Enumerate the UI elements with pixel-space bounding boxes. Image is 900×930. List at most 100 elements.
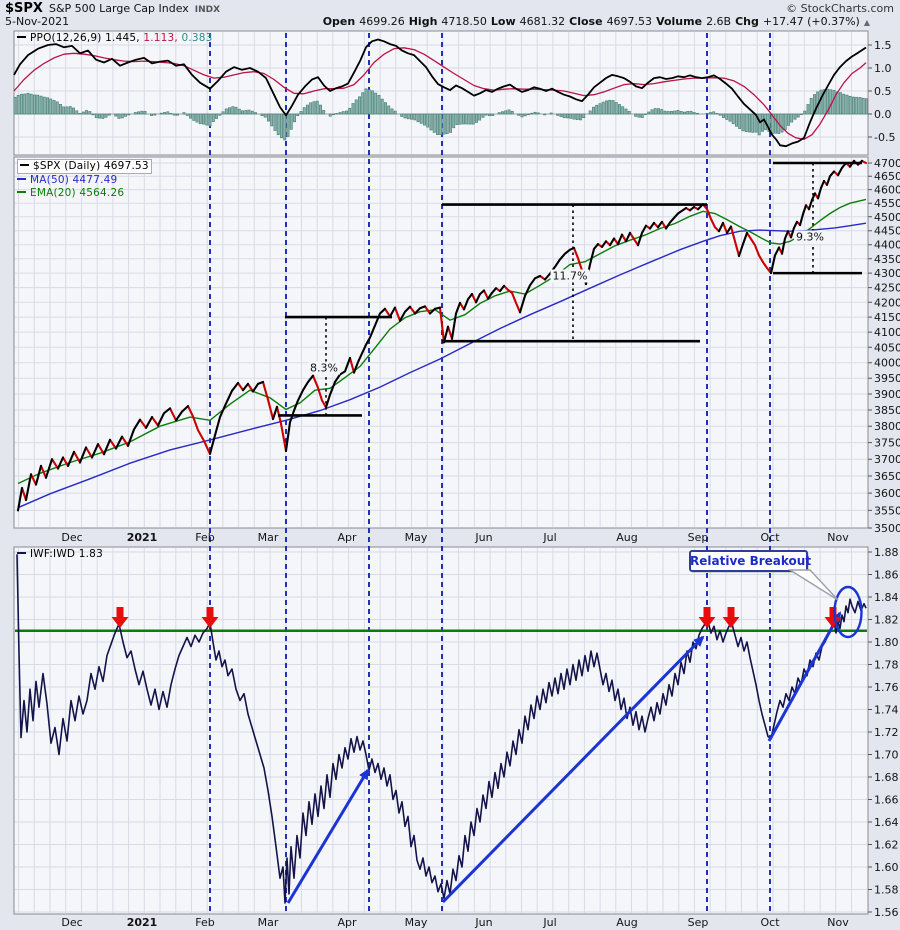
svg-text:1.5: 1.5: [874, 39, 892, 52]
close-label: Close: [569, 15, 603, 28]
svg-text:1.72: 1.72: [874, 726, 899, 739]
svg-text:4600: 4600: [874, 184, 900, 197]
svg-text:2021: 2021: [127, 531, 158, 544]
relative-breakout-callout: Relative Breakout: [690, 554, 812, 568]
chart-date: 5-Nov-2021: [5, 15, 70, 28]
svg-text:3500: 3500: [874, 522, 900, 535]
svg-text:Dec: Dec: [61, 916, 82, 929]
svg-text:May: May: [405, 531, 428, 544]
svg-text:1.74: 1.74: [874, 704, 899, 717]
svg-text:1.62: 1.62: [874, 839, 899, 852]
svg-text:1.78: 1.78: [874, 659, 899, 672]
ma50-legend-value: 4477.49: [72, 174, 118, 186]
ratio-legend-value: 1.83: [78, 548, 103, 560]
svg-text:4050: 4050: [874, 341, 900, 354]
svg-text:3550: 3550: [874, 504, 900, 517]
svg-text:1.82: 1.82: [874, 614, 899, 627]
svg-text:4650: 4650: [874, 170, 900, 183]
svg-text:-0.5: -0.5: [874, 131, 895, 144]
ratio-line-swatch: [17, 552, 26, 554]
svg-text:4200: 4200: [874, 296, 900, 309]
svg-text:3750: 3750: [874, 437, 900, 450]
svg-text:3600: 3600: [874, 487, 900, 500]
high-label: High: [408, 15, 438, 28]
svg-text:1.66: 1.66: [874, 794, 899, 807]
svg-text:4350: 4350: [874, 253, 900, 266]
ema20-legend-value: 4564.26: [79, 187, 125, 199]
header: $SPX S&P 500 Large Cap Index INDX © Stoc…: [5, 1, 894, 16]
ppo-legend: PPO(12,26,9) 1.445, 1.113, 0.383: [17, 32, 213, 45]
ppo-legend-label: PPO(12,26,9): [30, 32, 102, 44]
svg-text:Dec: Dec: [61, 531, 82, 544]
svg-text:4450: 4450: [874, 225, 900, 238]
ema20-legend-label: EMA(20): [30, 187, 76, 199]
svg-text:4700: 4700: [874, 157, 900, 170]
svg-text:Jul: Jul: [542, 531, 556, 544]
svg-text:Jun: Jun: [474, 531, 492, 544]
price-legend: $SPX (Daily) 4697.53 MA(50) 4477.49 EMA(…: [17, 159, 152, 200]
svg-text:3850: 3850: [874, 404, 900, 417]
ppo-line-swatch: [17, 36, 26, 38]
svg-text:0.0: 0.0: [874, 108, 892, 121]
low-label: Low: [490, 15, 516, 28]
close-value: 4697.53: [606, 15, 653, 28]
svg-text:4550: 4550: [874, 197, 900, 210]
svg-text:1.64: 1.64: [874, 816, 899, 829]
ma50-legend-label: MA(50): [30, 174, 69, 186]
spx-legend-label: $SPX (Daily): [33, 160, 101, 172]
ppo-signal-value: 1.113,: [143, 32, 178, 44]
svg-text:4300: 4300: [874, 267, 900, 280]
svg-text:Feb: Feb: [195, 916, 214, 929]
svg-text:1.56: 1.56: [874, 906, 899, 919]
svg-text:4250: 4250: [874, 282, 900, 295]
chg-value: +17.47 (+0.37%): [762, 15, 860, 28]
volume-value: 2.6B: [706, 15, 732, 28]
svg-text:Aug: Aug: [616, 916, 637, 929]
svg-text:May: May: [405, 916, 428, 929]
ratio-legend: IWF:IWD 1.83: [17, 548, 103, 561]
stockcharts-link[interactable]: © StockCharts.com: [786, 2, 894, 15]
volume-label: Volume: [656, 15, 703, 28]
svg-text:3950: 3950: [874, 372, 900, 385]
ohlc-quote: Open 4699.26 High 4718.50 Low 4681.32 Cl…: [323, 15, 870, 28]
svg-text:Jun: Jun: [474, 916, 492, 929]
spx-line-swatch: [20, 164, 29, 166]
svg-text:3650: 3650: [874, 470, 900, 483]
spx-legend-value: 4697.53: [103, 160, 149, 172]
svg-text:Jul: Jul: [542, 916, 556, 929]
svg-text:1.84: 1.84: [874, 591, 899, 604]
svg-text:Nov: Nov: [827, 916, 849, 929]
svg-text:3900: 3900: [874, 388, 900, 401]
svg-text:Sep: Sep: [688, 916, 709, 929]
svg-text:4400: 4400: [874, 239, 900, 252]
svg-text:1.86: 1.86: [874, 569, 899, 582]
svg-text:0.5: 0.5: [874, 85, 892, 98]
measure-label-11-7: 11.7%: [550, 269, 590, 283]
svg-text:1.0: 1.0: [874, 62, 892, 75]
svg-text:Feb: Feb: [195, 531, 214, 544]
svg-text:1.58: 1.58: [874, 884, 899, 897]
svg-text:4000: 4000: [874, 357, 900, 370]
svg-text:4150: 4150: [874, 311, 900, 324]
low-value: 4681.32: [519, 15, 566, 28]
svg-text:Mar: Mar: [258, 531, 279, 544]
svg-text:Aug: Aug: [616, 531, 637, 544]
quote-row: 5-Nov-2021 Open 4699.26 High 4718.50 Low…: [5, 15, 870, 28]
svg-text:Oct: Oct: [760, 916, 780, 929]
svg-text:3700: 3700: [874, 453, 900, 466]
high-value: 4718.50: [441, 15, 487, 28]
measure-label-9-3: 9.3%: [794, 230, 826, 244]
open-label: Open: [322, 15, 356, 28]
svg-text:4500: 4500: [874, 211, 900, 224]
svg-text:Oct: Oct: [760, 531, 780, 544]
svg-text:2021: 2021: [127, 916, 158, 929]
spx-legend-row: $SPX (Daily) 4697.53: [17, 159, 152, 174]
exchange-tag: INDX: [194, 5, 221, 15]
svg-text:1.70: 1.70: [874, 749, 899, 762]
svg-text:1.80: 1.80: [874, 636, 899, 649]
svg-text:4100: 4100: [874, 326, 900, 339]
open-value: 4699.26: [359, 15, 405, 28]
svg-text:1.68: 1.68: [874, 771, 899, 784]
